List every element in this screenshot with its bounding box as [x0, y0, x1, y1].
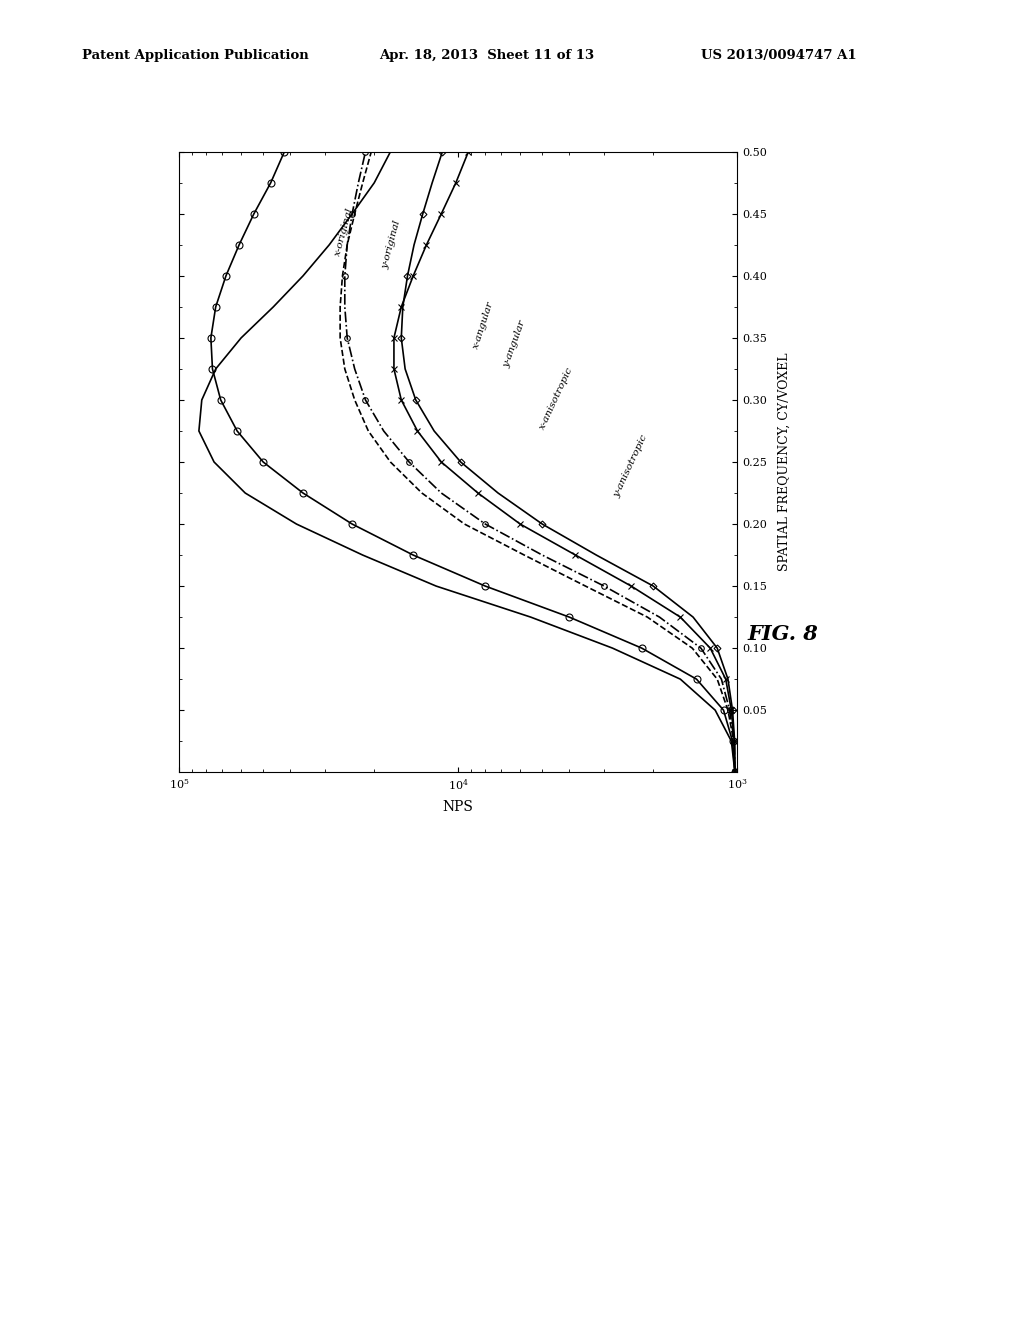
Text: y-anisotropic: y-anisotropic	[612, 433, 649, 499]
Text: y-angular: y-angular	[502, 319, 527, 370]
Text: y-original: y-original	[381, 219, 402, 269]
Text: x-original: x-original	[334, 207, 355, 257]
Text: Apr. 18, 2013  Sheet 11 of 13: Apr. 18, 2013 Sheet 11 of 13	[379, 49, 594, 62]
Text: US 2013/0094747 A1: US 2013/0094747 A1	[701, 49, 857, 62]
Text: x-angular: x-angular	[471, 300, 495, 350]
Text: x-anisotropic: x-anisotropic	[538, 366, 574, 430]
Text: Patent Application Publication: Patent Application Publication	[82, 49, 308, 62]
X-axis label: NPS: NPS	[442, 800, 474, 814]
Text: FIG. 8: FIG. 8	[748, 623, 818, 644]
Y-axis label: SPATIAL FREQUENCY, CY/VOXEL: SPATIAL FREQUENCY, CY/VOXEL	[778, 352, 792, 572]
